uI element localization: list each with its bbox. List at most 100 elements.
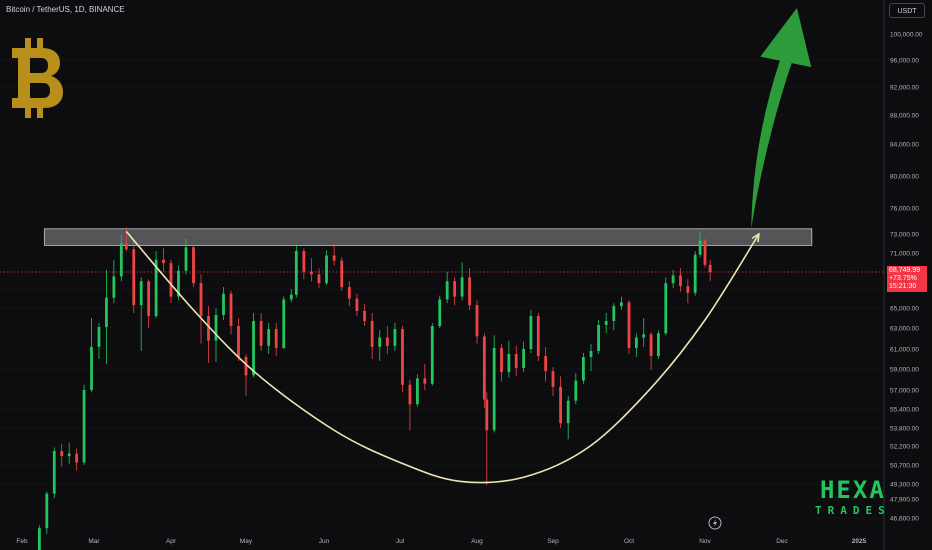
candle-body xyxy=(679,275,682,287)
candle-body xyxy=(294,251,298,295)
time-tick-label: Feb xyxy=(16,538,28,545)
candle xyxy=(393,323,397,351)
candle xyxy=(162,248,165,272)
resistance-zone xyxy=(43,228,813,246)
candle-body xyxy=(347,287,351,299)
candle xyxy=(445,271,449,304)
candlestick-series xyxy=(37,227,712,550)
candle-body xyxy=(317,274,321,284)
price-tick-label: 65,000.00 xyxy=(890,306,919,313)
candle-body xyxy=(244,357,248,376)
candle xyxy=(139,277,143,351)
candle xyxy=(698,231,702,258)
candle-body xyxy=(634,337,638,348)
candle-body xyxy=(544,356,548,372)
candle xyxy=(664,277,668,336)
candle xyxy=(184,238,188,275)
bar-countdown: 15:21:30 xyxy=(889,283,917,290)
candle xyxy=(438,295,442,328)
candle-body xyxy=(162,259,165,264)
candle xyxy=(192,245,195,288)
candle xyxy=(244,354,248,396)
last-price-label: 68,749.99 +73.75% 15:21:30 xyxy=(887,266,927,292)
time-axis[interactable]: Feb Mar Apr May Jun Jul Aug Sep Oct Nov Dec 2025 xyxy=(16,538,866,545)
currency-button[interactable]: USDT xyxy=(889,3,925,18)
tradingview-icon[interactable] xyxy=(708,516,722,530)
candle xyxy=(105,269,108,364)
candle-body xyxy=(229,293,233,326)
candle xyxy=(597,320,600,354)
time-tick-label: Apr xyxy=(166,538,177,545)
price-tick-label: 73,000.00 xyxy=(890,232,919,239)
candle xyxy=(252,313,255,378)
candle-body xyxy=(378,337,382,347)
candle-body xyxy=(574,380,578,401)
candle-body xyxy=(385,337,389,346)
candle xyxy=(430,323,434,386)
candle-body xyxy=(612,306,616,321)
candle-body xyxy=(370,321,374,347)
price-tick-label: 96,000.00 xyxy=(890,58,919,65)
brand-line2: TRADES xyxy=(815,504,891,517)
candle-body xyxy=(492,347,496,431)
candle xyxy=(693,251,697,296)
cup-curve-arrowhead xyxy=(751,232,760,243)
candle-body xyxy=(698,240,702,255)
candle-body xyxy=(199,283,203,316)
candle xyxy=(536,313,540,361)
candle xyxy=(423,364,427,390)
candle-body xyxy=(408,384,412,405)
candle xyxy=(317,268,321,289)
candle-body xyxy=(522,349,525,368)
candle-body xyxy=(60,451,64,457)
candle-body xyxy=(52,451,56,494)
candle-body xyxy=(332,255,336,261)
candle xyxy=(634,333,638,357)
candle xyxy=(604,313,608,334)
candle xyxy=(482,333,486,408)
price-tick-label: 53,800.00 xyxy=(890,426,919,433)
candle xyxy=(468,268,471,310)
candle-body xyxy=(620,302,623,307)
candle-body xyxy=(657,333,660,356)
price-tick-label: 50,700.00 xyxy=(890,463,919,470)
candle-body xyxy=(401,329,404,385)
candle xyxy=(620,296,623,310)
price-tick-label: 46,600.00 xyxy=(890,516,919,523)
candle xyxy=(302,248,306,280)
candle-body xyxy=(559,386,562,424)
candle xyxy=(112,259,116,304)
price-tick-label: 76,000.00 xyxy=(890,206,919,213)
price-tick-label: 80,000.00 xyxy=(890,174,919,181)
candle-body xyxy=(529,316,533,349)
candle-body xyxy=(708,264,712,272)
candle-body xyxy=(154,259,158,316)
candle-body xyxy=(274,329,278,348)
candle-body xyxy=(75,453,79,463)
time-tick-label: Jun xyxy=(319,538,330,545)
cup-pattern-curve xyxy=(125,230,760,484)
candle xyxy=(574,373,578,405)
candle-body xyxy=(124,243,128,250)
candle-body xyxy=(604,321,608,325)
candle xyxy=(475,300,479,344)
hexa-trades-logo: HEXA TRADES xyxy=(815,478,891,516)
candle-body xyxy=(597,325,600,351)
price-tick-label: 71,000.00 xyxy=(890,251,919,258)
candle-body xyxy=(45,493,49,529)
candle-body xyxy=(415,378,419,405)
candle-body xyxy=(340,260,344,288)
time-tick-label: Oct xyxy=(624,538,634,545)
candle xyxy=(222,287,225,320)
candle xyxy=(589,343,593,372)
candle-body xyxy=(259,321,263,346)
candle xyxy=(492,335,496,433)
candle xyxy=(649,332,653,371)
candle-body xyxy=(325,255,328,284)
candle-body xyxy=(507,354,511,373)
candle xyxy=(325,250,328,286)
candle xyxy=(282,296,286,349)
candle-body xyxy=(112,276,116,298)
